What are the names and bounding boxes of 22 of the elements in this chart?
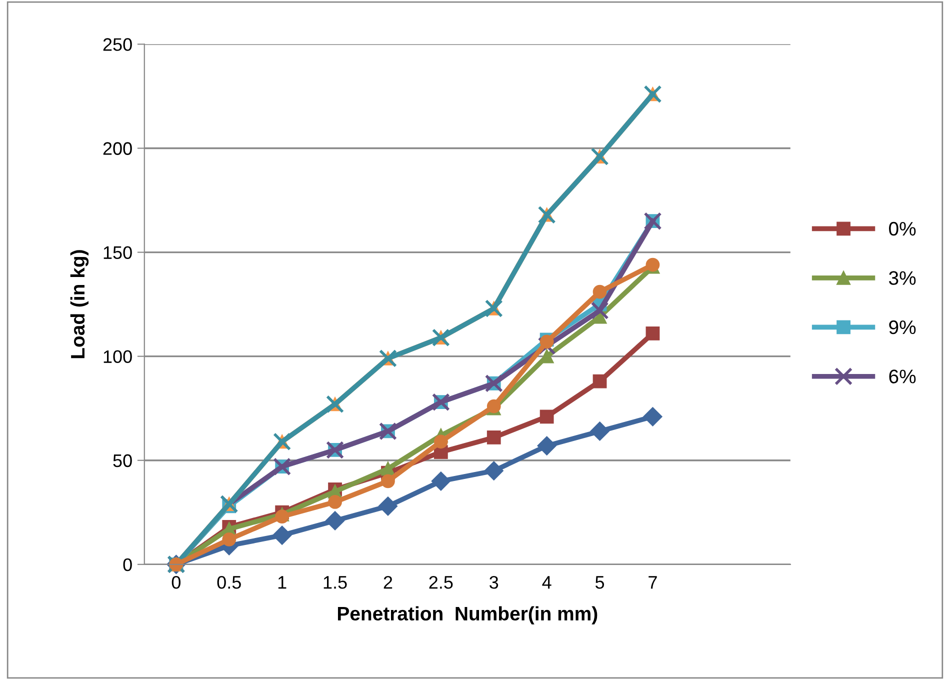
x-tick-label: 4 (542, 576, 552, 589)
y-tick-label: 50 (113, 454, 132, 468)
y-tick-label: 250 (103, 38, 132, 51)
legend-label: 3% (888, 271, 916, 285)
y-tick-label: 150 (104, 246, 132, 259)
y-tick-label: 200 (103, 142, 132, 155)
x-tick-label: 3 (490, 576, 498, 589)
x-tick-label: 0.5 (217, 576, 241, 589)
x-axis-title: Penetration Number(in mm) (338, 606, 598, 624)
y-tick-label: 100 (104, 350, 132, 364)
x-tick-label: 1 (278, 576, 286, 589)
x-tick-label: 5 (595, 576, 604, 589)
legend-label: 9% (889, 320, 916, 334)
x-tick-label: 7 (648, 576, 657, 589)
y-axis-title: Load (in kg) (70, 250, 89, 358)
legend-label: 0% (889, 222, 916, 236)
x-tick-label: 0 (172, 576, 180, 589)
x-tick-label: 2.5 (429, 576, 453, 589)
x-tick-label: 1.5 (324, 576, 347, 589)
x-tick-label: 2 (384, 576, 392, 589)
y-tick-label: 0 (123, 558, 132, 572)
legend-label: 6% (889, 370, 916, 384)
